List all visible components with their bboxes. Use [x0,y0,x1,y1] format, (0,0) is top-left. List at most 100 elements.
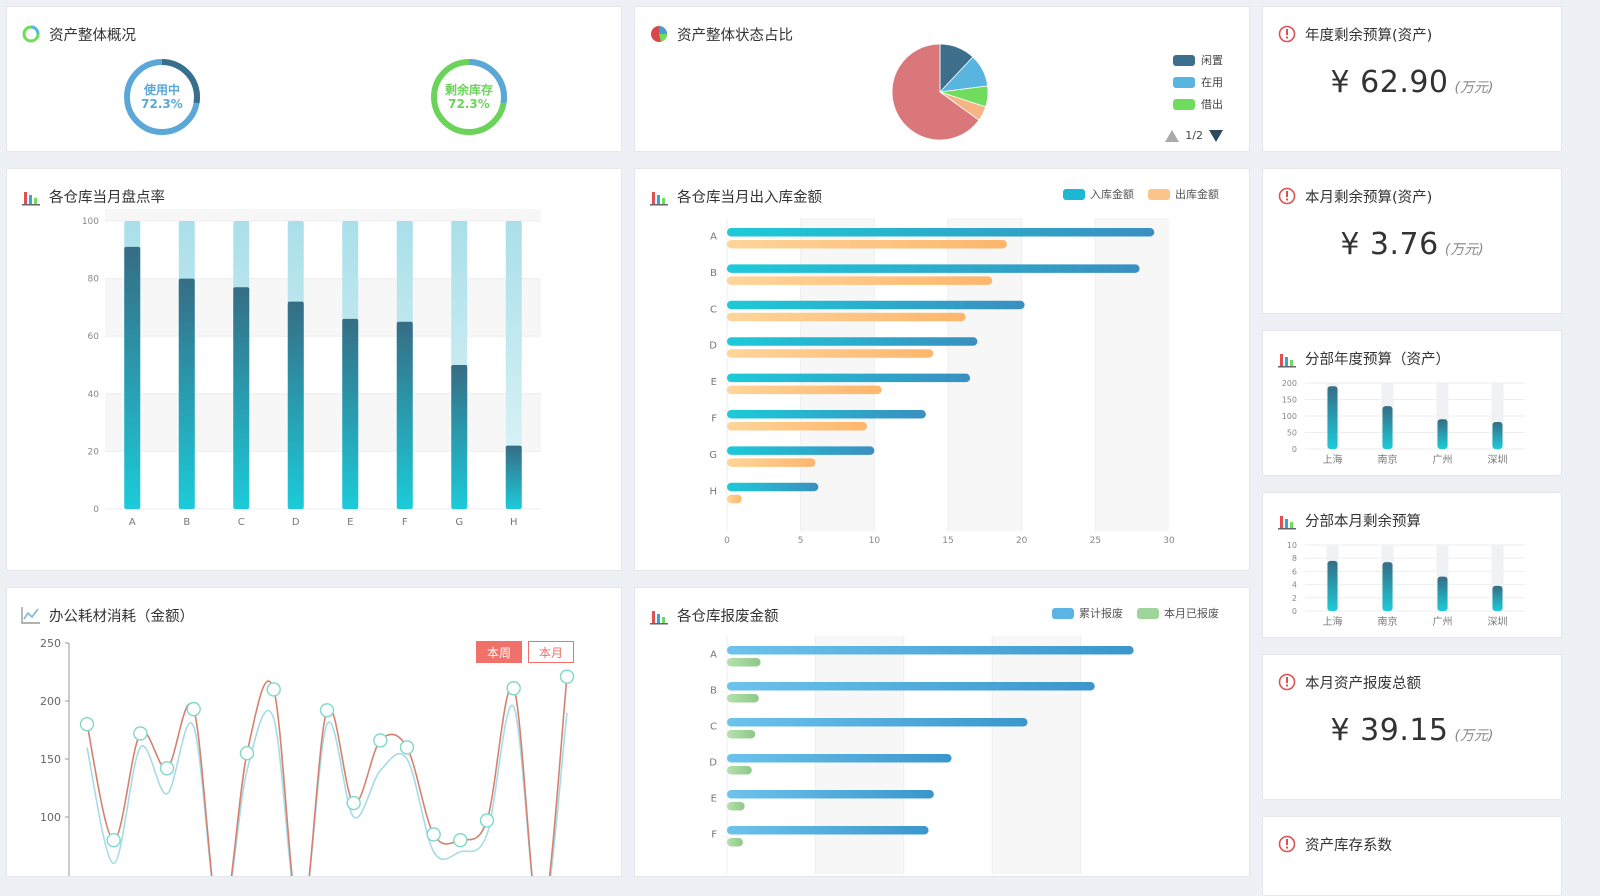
bar-series-1 [727,646,1134,655]
bar [1437,419,1448,449]
x-tick-label: 上海 [1323,453,1343,466]
y-tick-label: 200 [1282,379,1297,388]
bar-series-2 [727,458,816,467]
x-tick-label: 15 [942,536,953,546]
y-tick-label: 60 [88,332,100,342]
asset-overview-title: 资产整体概况 [21,23,136,45]
bar-series-1 [727,482,819,492]
page-next-icon[interactable] [1209,129,1223,142]
bar-series-1 [727,337,978,346]
io-amount-card: 各仓库当月出入库金额 入库金额 出库金额 0 5 10 15 20 25 30 A B C D E F G… [634,168,1250,571]
x-tick-label: 0 [724,536,730,546]
data-point [239,745,255,761]
inventory-coefficient-card: 资产库存系数 [1262,816,1562,896]
bar [1382,406,1393,449]
io-amount-chart: 0 5 10 15 20 25 30 A B C D E F G H [709,218,1175,546]
asset-status-pie [891,43,989,141]
legend-item-total-scrap[interactable]: 累计报废 [1052,605,1123,621]
legend-item-lent[interactable]: 借出 [1173,93,1223,115]
y-tick-label: 150 [1282,396,1297,405]
scrap-total-value: ¥ 39.15 (万元) [1330,713,1494,748]
legend-item-month-scrap[interactable]: 本月已报废 [1137,605,1219,621]
branch-annual-budget-title: 分部年度预算（资产） [1277,347,1450,369]
legend-item-in-use[interactable]: 在用 [1173,71,1223,93]
asset-overview-card: 资产整体概况 使用中 72.3% 剩余库存 72.3% [6,6,622,152]
y-tick-label: 8 [1292,554,1297,563]
monthly-budget-value: ¥ 3.76 (万元) [1340,227,1484,262]
y-tick-label: 100 [1282,412,1297,421]
ring-label: 使用中 [143,82,180,97]
legend-item-idle[interactable]: 闲置 [1173,49,1223,71]
x-tick-label: 深圳 [1488,454,1508,466]
bar-series-1 [727,264,1140,273]
y-tick-label: E [711,377,717,388]
bar-series-2 [727,730,756,739]
bar-series-2 [727,349,934,358]
bar-chart-icon [21,186,41,206]
monthly-budget-title: 本月剩余预算(资产) [1277,185,1432,207]
legend-swatch [1173,76,1195,88]
y-tick-label: C [710,304,717,315]
tab-this-week[interactable]: 本周 [476,641,523,663]
data-point [426,827,441,842]
scrap-amount-chart: A B C D E F [709,636,1134,874]
scrap-amount-title: 各仓库报废金额 [649,604,779,626]
bar [124,246,141,510]
y-tick-label: F [711,414,717,425]
bar-series-1 [727,826,929,835]
inventory-rate-title: 各仓库当月盘点率 [21,185,165,207]
monthly-budget-card: 本月剩余预算(资产) ¥ 3.76 (万元) [1262,168,1562,314]
data-point [453,832,468,848]
ring-value: 72.3% [141,97,183,111]
y-tick-label: H [709,486,717,497]
y-tick-label: 40 [88,390,100,400]
x-tick-label: C [238,517,245,528]
bar [396,321,413,509]
bar-series-2 [727,422,867,431]
grid-band [992,636,1081,874]
y-tick-label: 100 [82,217,99,227]
annual-budget-title: 年度剩余预算(资产) [1277,23,1432,45]
y-tick-label: D [709,341,717,352]
office-supplies-card: 办公耗材消耗（金额） 100 150 200 250 [6,587,622,877]
bar [451,365,468,509]
legend-item-inbound[interactable]: 入库金额 [1063,186,1134,202]
y-tick-label: 10 [1287,541,1297,550]
legend-item-outbound[interactable]: 出库金额 [1148,186,1219,202]
bar [287,301,304,509]
data-point [186,701,201,717]
y-tick-label: 50 [1287,429,1297,438]
bar-series-2 [727,766,752,775]
bar-series-1 [727,682,1095,691]
inventory-rate-card: 各仓库当月盘点率 0 20 40 60 80 100 A B C D E F G H [6,168,622,571]
asset-status-title: 资产整体状态占比 [649,23,793,45]
x-tick-label: 20 [1016,536,1028,546]
office-supplies-line-chart: 100 150 200 250 [40,637,575,876]
ring-icon [21,24,41,44]
bar-chart-icon [1277,348,1297,368]
ring-arc [468,59,507,104]
legend-pager: 1/2 [1165,129,1223,142]
x-tick-label: 30 [1163,536,1175,546]
y-tick-label: 2 [1292,594,1297,603]
y-tick-label: 200 [40,695,61,708]
x-tick-label: E [347,517,353,528]
page-prev-icon[interactable] [1165,129,1180,142]
data-point [266,682,281,697]
grid-band [105,209,541,221]
legend-swatch [1137,607,1159,619]
scrap-amount-card: 各仓库报废金额 累计报废 本月已报废 A B C D E F [634,587,1250,877]
tab-this-month[interactable]: 本月 [528,641,575,663]
branch-month-budget-card: 分部本月剩余预算 0 2 4 6 8 10 上海 南京 广州 深圳 [1262,492,1562,638]
bar-chart-icon [1277,510,1297,530]
bar [1492,585,1503,611]
io-amount-title: 各仓库当月出入库金额 [649,185,822,207]
bar-series-2 [727,658,761,667]
x-tick-label: A [129,517,136,528]
ring-value: 72.3% [448,97,490,111]
asset-status-card: 资产整体状态占比 闲置 在用 借出 1/2 [634,6,1250,152]
bar-series-1 [727,228,1155,237]
x-tick-label: H [510,517,518,528]
x-tick-label: 10 [869,536,881,546]
